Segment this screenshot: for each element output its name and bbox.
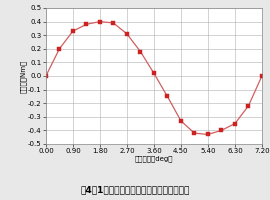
- Text: 围4　1相励磁時のスティフネストルク特性: 围4 1相励磁時のスティフネストルク特性: [80, 185, 190, 194]
- Y-axis label: トルク（Nm）: トルク（Nm）: [20, 59, 26, 93]
- X-axis label: 回転角度（deg）: 回転角度（deg）: [135, 156, 173, 162]
